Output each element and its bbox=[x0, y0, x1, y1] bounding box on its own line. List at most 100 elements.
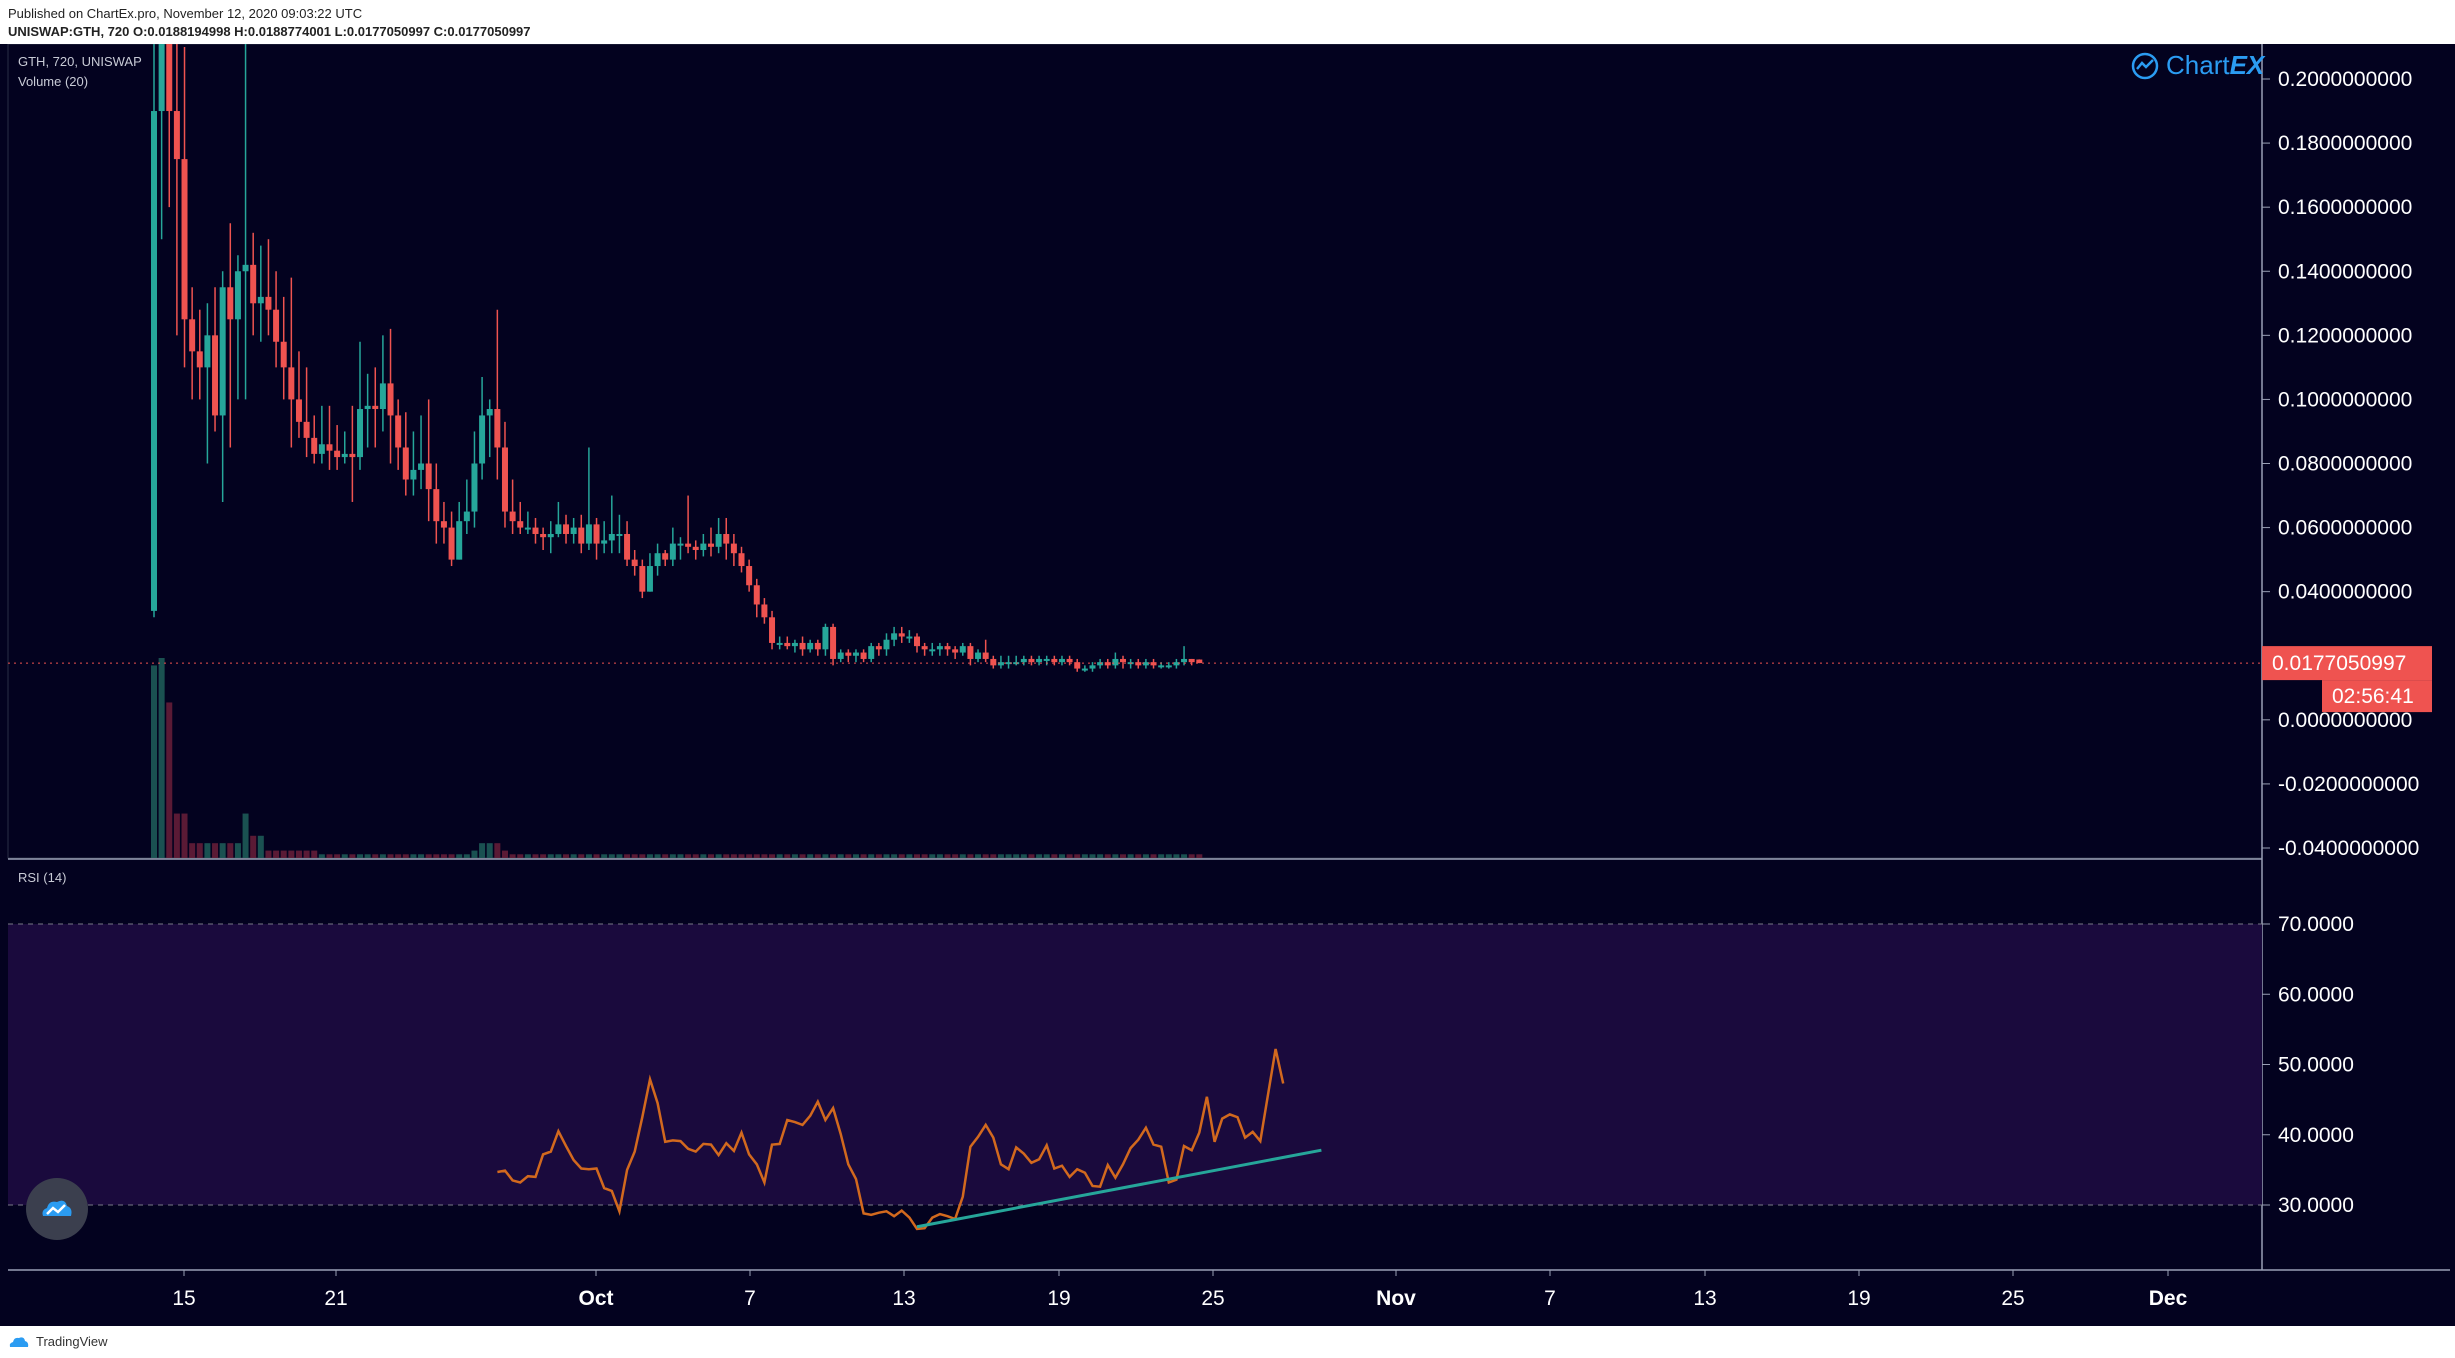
candle-body bbox=[1089, 665, 1096, 669]
candle-body bbox=[898, 633, 905, 637]
candle-body bbox=[639, 566, 646, 592]
rsi-tick-label: 30.0000 bbox=[2278, 1194, 2354, 1217]
candle-body bbox=[280, 341, 287, 368]
volume-bar bbox=[402, 854, 409, 858]
time-tick-label: 13 bbox=[1693, 1287, 1716, 1310]
tradingview-credit[interactable]: TradingView bbox=[8, 1334, 108, 1349]
volume-bar bbox=[1181, 854, 1188, 858]
countdown-label: 02:56:41 bbox=[2332, 685, 2414, 708]
volume-bar bbox=[875, 854, 882, 858]
time-tick-label: 21 bbox=[324, 1287, 347, 1310]
price-tick-label: 0.0800000000 bbox=[2278, 453, 2412, 476]
volume-bar bbox=[280, 850, 287, 858]
candle-body bbox=[1043, 658, 1050, 661]
candle-body bbox=[540, 533, 547, 538]
volume-bar bbox=[418, 854, 425, 858]
volume-bar bbox=[891, 854, 898, 858]
candle-body bbox=[288, 367, 295, 400]
candle-body bbox=[730, 543, 737, 554]
volume-bar bbox=[730, 854, 737, 858]
volume-bar bbox=[707, 854, 714, 858]
candle-body bbox=[631, 559, 638, 567]
volume-bar bbox=[952, 854, 959, 858]
volume-bar bbox=[1104, 854, 1111, 858]
candle-body bbox=[547, 533, 554, 538]
candle-body bbox=[204, 335, 211, 368]
rsi-band bbox=[8, 924, 2262, 1205]
candle-body bbox=[914, 636, 920, 647]
candle-body bbox=[814, 642, 821, 650]
volume-bar bbox=[814, 854, 821, 858]
candle-body bbox=[524, 527, 531, 530]
candle-body bbox=[1181, 658, 1188, 663]
rsi-trendline bbox=[916, 1148, 1322, 1229]
volume-bar bbox=[1013, 854, 1020, 858]
volume-bar bbox=[944, 854, 951, 858]
tradingview-logo-icon bbox=[9, 1336, 29, 1347]
candle-body bbox=[303, 421, 310, 438]
volume-bar bbox=[189, 843, 196, 858]
candle-body bbox=[723, 533, 730, 544]
volume-bar bbox=[677, 854, 684, 858]
candle-body bbox=[837, 652, 844, 659]
volume-legend[interactable]: Volume (20) bbox=[18, 74, 89, 89]
volume-bar bbox=[501, 850, 508, 858]
candle-body bbox=[959, 646, 966, 653]
candle-body bbox=[784, 642, 791, 647]
candle-body bbox=[624, 533, 631, 560]
volume-bar bbox=[990, 854, 997, 858]
candle-body bbox=[295, 399, 302, 422]
candle-body bbox=[1051, 658, 1058, 663]
rsi-legend[interactable]: RSI (14) bbox=[18, 870, 67, 885]
volume-bar bbox=[372, 854, 379, 858]
candle-body bbox=[326, 444, 333, 451]
volume-bar bbox=[288, 850, 295, 858]
time-tick-label: 15 bbox=[172, 1287, 195, 1310]
brand-suffix: EX bbox=[2229, 50, 2265, 80]
tradingview-cloud-icon bbox=[42, 1200, 72, 1216]
candle-body bbox=[807, 642, 814, 650]
volume-bar bbox=[1005, 854, 1012, 858]
volume-bar bbox=[852, 854, 859, 858]
volume-bar bbox=[1196, 854, 1203, 858]
volume-bar bbox=[1173, 854, 1180, 858]
volume-bar bbox=[570, 854, 577, 858]
rsi-tick-label: 60.0000 bbox=[2278, 983, 2354, 1006]
candle-body bbox=[929, 649, 936, 652]
volume-bar bbox=[448, 854, 455, 858]
chartex-logo[interactable]: Chart EX bbox=[2130, 50, 2264, 81]
volume-bar bbox=[997, 854, 1004, 858]
candle-body bbox=[166, 44, 173, 112]
brand-prefix: Chart bbox=[2166, 50, 2230, 80]
candle-body bbox=[593, 524, 600, 544]
rsi-line bbox=[497, 1048, 1285, 1231]
volume-bar bbox=[975, 854, 982, 858]
time-tick-label: Oct bbox=[578, 1287, 613, 1310]
candle-body bbox=[265, 296, 272, 310]
candle-body bbox=[677, 543, 684, 546]
volume-bar bbox=[1020, 854, 1027, 858]
volume-bar bbox=[509, 854, 516, 858]
price-tick-label: 0.1200000000 bbox=[2278, 324, 2412, 347]
candle-body bbox=[601, 540, 608, 544]
volume-bar bbox=[1058, 854, 1065, 858]
candle-body bbox=[158, 44, 165, 112]
symbol-legend[interactable]: GTH, 720, UNISWAP bbox=[18, 54, 142, 69]
tradingview-float-button[interactable] bbox=[26, 1178, 88, 1240]
candle-body bbox=[311, 437, 318, 454]
candle-body bbox=[852, 652, 859, 656]
volume-bar bbox=[1028, 854, 1035, 858]
volume-bar bbox=[311, 850, 318, 858]
candle-body bbox=[1020, 658, 1027, 663]
time-tick-label: Dec bbox=[2149, 1287, 2188, 1310]
volume-bar bbox=[807, 854, 814, 858]
candle-body bbox=[387, 383, 394, 416]
volume-bar bbox=[738, 854, 745, 858]
volume-bar bbox=[631, 854, 638, 858]
candle-body bbox=[906, 636, 913, 639]
volume-bar bbox=[601, 854, 608, 858]
time-tick-label: 19 bbox=[1847, 1287, 1870, 1310]
volume-bar bbox=[318, 854, 325, 858]
volume-bar bbox=[334, 854, 341, 858]
candle-body bbox=[234, 271, 241, 320]
